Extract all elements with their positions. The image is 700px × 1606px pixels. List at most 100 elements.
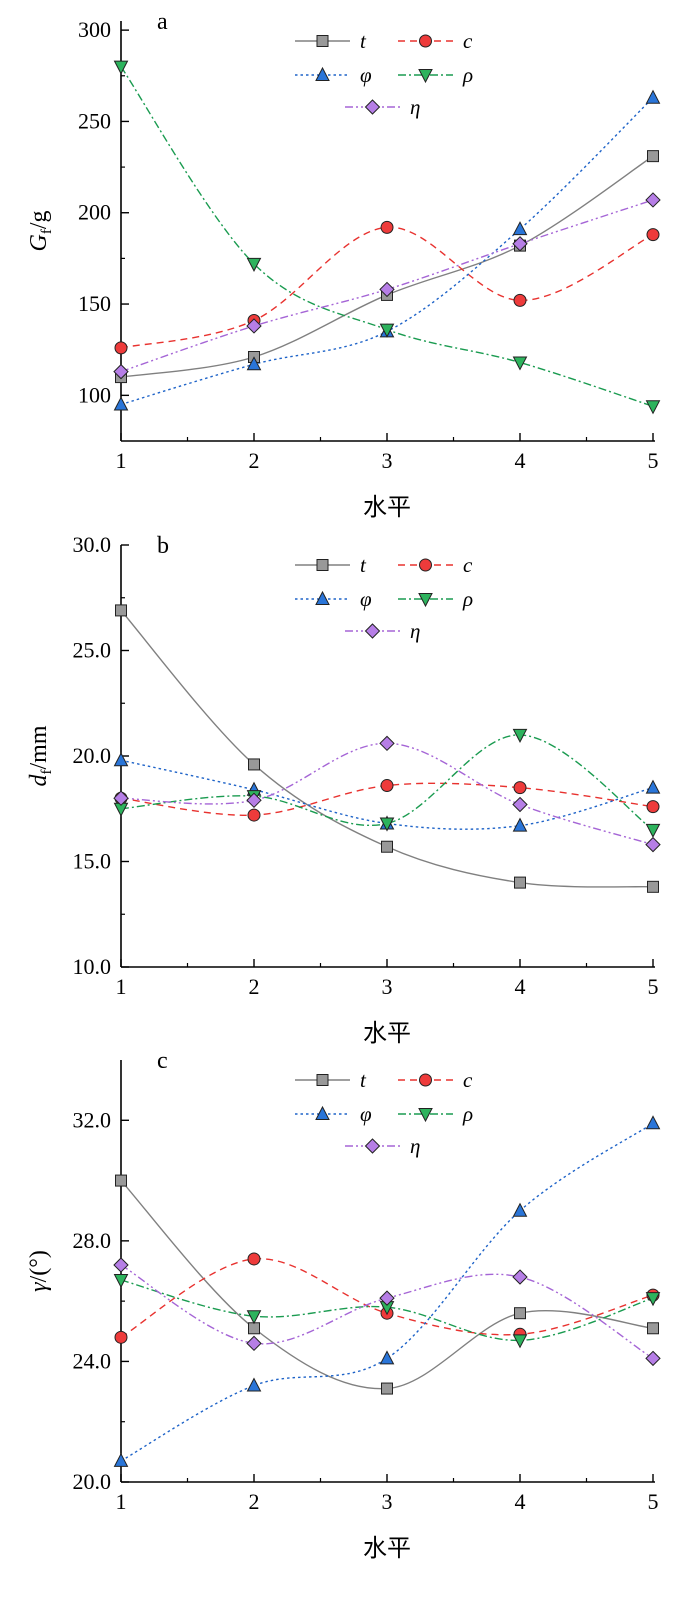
data-point-5 bbox=[379, 735, 395, 752]
x-axis-label: 水平 bbox=[363, 494, 411, 521]
data-point-1 bbox=[514, 876, 526, 889]
data-point-5 bbox=[645, 836, 661, 853]
x-tick-label: 2 bbox=[249, 974, 260, 999]
data-point-5 bbox=[246, 318, 262, 334]
legend-label: t bbox=[360, 29, 367, 53]
data-point-1 bbox=[381, 1382, 393, 1395]
x-tick-label: 5 bbox=[648, 448, 659, 473]
y-label-unit: /mm bbox=[26, 725, 52, 769]
y-tick-label: 24.0 bbox=[73, 1348, 112, 1373]
legend-label: φ bbox=[360, 587, 372, 611]
chart-panel-b: 1 2 3 4 5 10.0 15.0 20.0 25.0 30.0 水平 df/mm b t c φ ρ η bbox=[26, 532, 661, 1047]
x-tick-label: 1 bbox=[116, 974, 127, 999]
y-label-unit: /g bbox=[26, 210, 52, 229]
legend-label: ρ bbox=[462, 1102, 473, 1126]
series-line-3 bbox=[120, 97, 654, 406]
series-line-4 bbox=[120, 1279, 654, 1342]
y-axis-label: γ/(°) bbox=[26, 1250, 52, 1292]
data-point-5 bbox=[379, 1290, 395, 1306]
data-point-5 bbox=[113, 790, 129, 806]
x-tick-label: 3 bbox=[382, 974, 393, 999]
data-point-5 bbox=[512, 1269, 528, 1285]
y-tick-label: 32.0 bbox=[73, 1107, 112, 1132]
legend-item-5: η bbox=[345, 619, 420, 643]
y-tick-label: 15.0 bbox=[73, 849, 112, 874]
data-point-2 bbox=[646, 228, 660, 242]
data-point-3 bbox=[512, 1202, 528, 1217]
data-point-3 bbox=[113, 752, 129, 767]
legend-marker bbox=[419, 1073, 432, 1087]
data-point-3 bbox=[512, 817, 528, 832]
y-tick-label: 300 bbox=[78, 17, 111, 42]
legend-label: φ bbox=[360, 63, 372, 87]
data-point-1 bbox=[514, 1307, 526, 1320]
data-point-4 bbox=[512, 356, 528, 371]
data-point-2 bbox=[114, 341, 128, 355]
data-point-1 bbox=[115, 604, 127, 617]
x-tick-label: 2 bbox=[249, 1489, 260, 1514]
x-axis-label: 水平 bbox=[363, 1020, 411, 1047]
legend-marker bbox=[315, 66, 330, 81]
y-tick-label: 25.0 bbox=[73, 638, 112, 663]
data-point-4 bbox=[645, 400, 661, 415]
legend-item-4: ρ bbox=[398, 1102, 473, 1126]
legend-marker bbox=[418, 1108, 433, 1123]
legend-item-4: ρ bbox=[398, 587, 473, 611]
x-axis-label: 水平 bbox=[363, 1535, 411, 1562]
legend-marker bbox=[316, 1074, 329, 1086]
legend-label: ρ bbox=[462, 587, 473, 611]
y-tick-label: 20.0 bbox=[73, 743, 112, 768]
x-tick-label: 4 bbox=[515, 448, 526, 473]
data-point-4 bbox=[246, 1310, 262, 1325]
legend-label: η bbox=[410, 1134, 420, 1158]
y-label-symbol: G bbox=[26, 234, 52, 251]
legend-marker bbox=[316, 35, 329, 47]
data-point-5 bbox=[512, 236, 528, 252]
y-tick-label: 150 bbox=[78, 291, 111, 316]
data-point-4 bbox=[246, 257, 262, 272]
data-point-5 bbox=[246, 1335, 262, 1352]
series-line-3 bbox=[120, 759, 654, 830]
legend-marker bbox=[316, 559, 329, 571]
legend-marker bbox=[364, 623, 381, 639]
data-point-3 bbox=[113, 396, 129, 411]
x-tick-label: 3 bbox=[382, 1489, 393, 1514]
data-point-3 bbox=[645, 89, 661, 104]
data-point-5 bbox=[645, 1350, 661, 1367]
legend-label: t bbox=[360, 1068, 367, 1092]
x-tick-label: 4 bbox=[515, 1489, 526, 1514]
data-point-3 bbox=[246, 356, 262, 371]
legend-marker bbox=[364, 99, 381, 115]
x-tick-label: 1 bbox=[116, 448, 127, 473]
x-tick-label: 5 bbox=[648, 1489, 659, 1514]
y-axis-label: df/mm bbox=[26, 725, 55, 786]
data-point-4 bbox=[113, 60, 129, 75]
chart-panel-c: 1 2 3 4 5 20.0 24.0 28.0 32.0 水平 γ/(°) c t c φ ρ η bbox=[26, 1048, 661, 1562]
data-point-2 bbox=[114, 1330, 128, 1344]
legend-marker bbox=[315, 590, 330, 605]
legend-item-3: φ bbox=[295, 63, 372, 87]
data-point-1 bbox=[647, 1322, 659, 1335]
x-tick-label: 1 bbox=[116, 1489, 127, 1514]
y-label-symbol: d bbox=[26, 774, 52, 787]
legend-item-2: c bbox=[398, 29, 473, 53]
data-point-1 bbox=[248, 1322, 260, 1335]
y-tick-label: 200 bbox=[78, 200, 111, 225]
x-tick-label: 5 bbox=[648, 974, 659, 999]
legend-label: ρ bbox=[462, 63, 473, 87]
y-label-subscript: f bbox=[39, 770, 55, 775]
data-point-1 bbox=[647, 880, 659, 893]
data-point-4 bbox=[512, 728, 528, 743]
data-point-5 bbox=[379, 281, 395, 298]
data-point-4 bbox=[379, 817, 395, 832]
legend-item-1: t bbox=[295, 553, 367, 577]
y-label-subscript: f bbox=[39, 229, 55, 234]
data-point-2 bbox=[380, 779, 394, 793]
legend-item-5: η bbox=[345, 95, 420, 119]
data-point-2 bbox=[247, 1252, 261, 1266]
data-point-4 bbox=[113, 1274, 129, 1289]
data-point-3 bbox=[379, 1350, 395, 1365]
chart-panel-a: 1 2 3 4 5 100 150 200 250 300 水平 Gf/g a t c φ ρ η bbox=[26, 9, 661, 521]
y-tick-label: 100 bbox=[78, 382, 111, 407]
legend-label: φ bbox=[360, 1102, 372, 1126]
